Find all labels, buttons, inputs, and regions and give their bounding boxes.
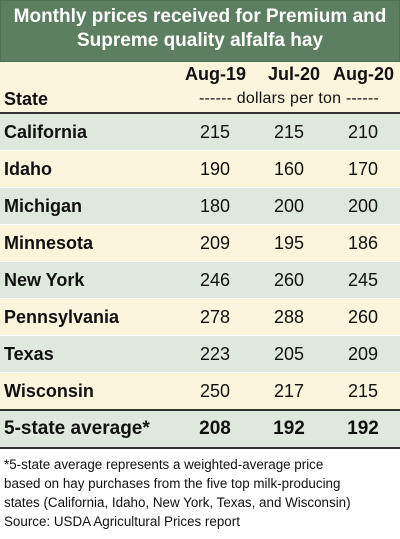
title-line-2: Supreme quality alfalfa hay <box>76 30 324 51</box>
price-cell: 210 <box>326 113 400 151</box>
table-row: Pennsylvania 278 288 260 <box>0 298 400 336</box>
price-cell: 246 <box>178 261 252 299</box>
table-row: Wisconsin 250 217 215 <box>0 372 400 411</box>
price-cell: 200 <box>252 187 326 225</box>
table-row: New York 246 260 245 <box>0 261 400 299</box>
footnote: *5-state average represents a weighted-a… <box>0 449 400 531</box>
table-row: Idaho 190 160 170 <box>0 150 400 188</box>
table-row: Texas 223 205 209 <box>0 335 400 373</box>
price-cell: 223 <box>178 335 252 373</box>
column-header-aug-20: Aug-20 <box>326 62 400 86</box>
price-cell: 190 <box>178 150 252 188</box>
price-cell: 195 <box>252 224 326 262</box>
average-row: 5-state average* 208 192 192 <box>0 410 400 449</box>
price-cell: 170 <box>326 150 400 188</box>
average-price-cell: 192 <box>326 410 400 449</box>
table-row: Minnesota 209 195 186 <box>0 224 400 262</box>
price-cell: 215 <box>252 113 326 151</box>
title-line-1: Monthly prices received for Premium and <box>13 6 387 27</box>
average-label: 5-state average* <box>0 410 178 449</box>
table-row: Michigan 180 200 200 <box>0 187 400 225</box>
average-price-cell: 208 <box>178 410 252 449</box>
state-name: Idaho <box>0 150 178 188</box>
source-note: Source: USDA Agricultural Prices report <box>4 514 240 529</box>
column-header-row: Aug-19 Jul-20 Aug-20 <box>0 62 400 86</box>
state-name: California <box>0 113 178 151</box>
price-cell: 278 <box>178 298 252 336</box>
row-header-state: State <box>0 86 178 114</box>
average-price-cell: 192 <box>252 410 326 449</box>
price-cell: 186 <box>326 224 400 262</box>
state-name: Michigan <box>0 187 178 225</box>
price-cell: 160 <box>252 150 326 188</box>
unit-header-row: State ------ dollars per ton ------ <box>0 86 400 114</box>
footnote-line-1: *5-state average represents a weighted-a… <box>4 457 324 472</box>
price-cell: 288 <box>252 298 326 336</box>
table-row: California 215 215 210 <box>0 113 400 151</box>
price-cell: 209 <box>326 335 400 373</box>
price-cell: 260 <box>252 261 326 299</box>
state-name: Texas <box>0 335 178 373</box>
state-name: New York <box>0 261 178 299</box>
price-cell: 215 <box>178 113 252 151</box>
state-name: Pennsylvania <box>0 298 178 336</box>
table-title: Monthly prices received for Premium and … <box>0 0 400 62</box>
price-cell: 180 <box>178 187 252 225</box>
price-cell: 245 <box>326 261 400 299</box>
column-header-aug-19: Aug-19 <box>178 62 252 86</box>
footnote-line-2: based on hay purchases from the five top… <box>4 476 341 491</box>
column-header-jul-20: Jul-20 <box>252 62 326 86</box>
footnote-line-3: states (California, Idaho, New York, Tex… <box>4 495 351 510</box>
unit-label: ------ dollars per ton ------ <box>178 86 400 114</box>
price-cell: 205 <box>252 335 326 373</box>
state-name: Minnesota <box>0 224 178 262</box>
price-cell: 260 <box>326 298 400 336</box>
price-cell: 217 <box>252 372 326 411</box>
price-table: Aug-19 Jul-20 Aug-20 State ------ dollar… <box>0 62 400 449</box>
price-cell: 209 <box>178 224 252 262</box>
price-cell: 200 <box>326 187 400 225</box>
state-name: Wisconsin <box>0 372 178 411</box>
price-cell: 250 <box>178 372 252 411</box>
price-cell: 215 <box>326 372 400 411</box>
